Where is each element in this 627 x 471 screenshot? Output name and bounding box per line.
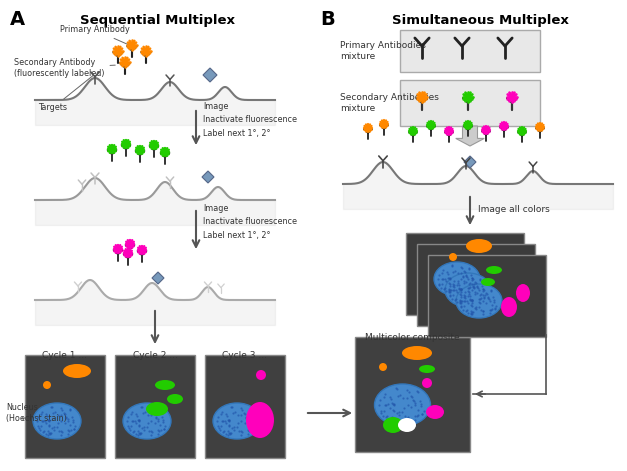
Polygon shape	[202, 171, 214, 183]
Ellipse shape	[445, 273, 491, 307]
Polygon shape	[203, 68, 217, 82]
Ellipse shape	[213, 403, 261, 439]
Text: Secondary Antibodies
mixture: Secondary Antibodies mixture	[340, 93, 439, 113]
Ellipse shape	[167, 394, 183, 404]
Ellipse shape	[456, 284, 502, 318]
Ellipse shape	[501, 297, 517, 317]
Polygon shape	[464, 156, 476, 168]
Ellipse shape	[374, 384, 431, 426]
Ellipse shape	[63, 364, 91, 378]
Bar	[355, 337, 470, 452]
Text: Multicolor composite: Multicolor composite	[365, 333, 460, 342]
Bar	[205, 355, 285, 458]
Ellipse shape	[398, 418, 416, 432]
Ellipse shape	[146, 402, 168, 416]
Ellipse shape	[516, 284, 530, 302]
Ellipse shape	[434, 262, 480, 296]
Text: Cycle 1 ...: Cycle 1 ...	[43, 351, 88, 360]
Ellipse shape	[426, 405, 444, 419]
Text: Primary Antibodies
mixture: Primary Antibodies mixture	[340, 41, 426, 61]
Ellipse shape	[419, 365, 435, 373]
Bar	[428, 255, 546, 337]
Ellipse shape	[256, 370, 266, 380]
Text: Cycle 2 ...: Cycle 2 ...	[132, 351, 177, 360]
Bar	[417, 244, 535, 326]
Ellipse shape	[466, 239, 492, 253]
Ellipse shape	[486, 266, 502, 274]
Text: Cycle 3 ...: Cycle 3 ...	[223, 351, 268, 360]
Ellipse shape	[379, 363, 387, 371]
Ellipse shape	[155, 380, 175, 390]
Ellipse shape	[402, 346, 432, 360]
Ellipse shape	[449, 253, 457, 261]
Text: Primary Antibody: Primary Antibody	[60, 25, 134, 47]
Bar	[400, 30, 540, 72]
Text: A: A	[10, 10, 25, 29]
Bar	[115, 355, 195, 458]
Text: Image
Inactivate fluorescence
Label next 1°, 2°: Image Inactivate fluorescence Label next…	[203, 102, 297, 138]
Text: Image
Inactivate fluorescence
Label next 1°, 2°: Image Inactivate fluorescence Label next…	[203, 204, 297, 240]
Text: Nucleus
(Hoechst stain): Nucleus (Hoechst stain)	[6, 403, 66, 422]
Text: B: B	[320, 10, 335, 29]
Ellipse shape	[383, 417, 403, 433]
Ellipse shape	[43, 381, 51, 389]
Polygon shape	[152, 272, 164, 284]
Ellipse shape	[33, 403, 81, 439]
Ellipse shape	[123, 403, 171, 439]
Text: Simultaneous Multiplex: Simultaneous Multiplex	[392, 14, 569, 27]
FancyArrow shape	[456, 126, 484, 146]
Ellipse shape	[246, 402, 274, 438]
Ellipse shape	[481, 278, 495, 286]
Ellipse shape	[422, 378, 432, 388]
Text: Image all colors: Image all colors	[478, 204, 550, 213]
Bar	[400, 80, 540, 126]
Text: Secondary Antibody
(fluorescently labeled): Secondary Antibody (fluorescently labele…	[14, 58, 115, 78]
Text: Targets: Targets	[38, 76, 93, 113]
Text: Sequential Multiplex: Sequential Multiplex	[80, 14, 236, 27]
Bar	[25, 355, 105, 458]
Bar	[406, 233, 524, 315]
